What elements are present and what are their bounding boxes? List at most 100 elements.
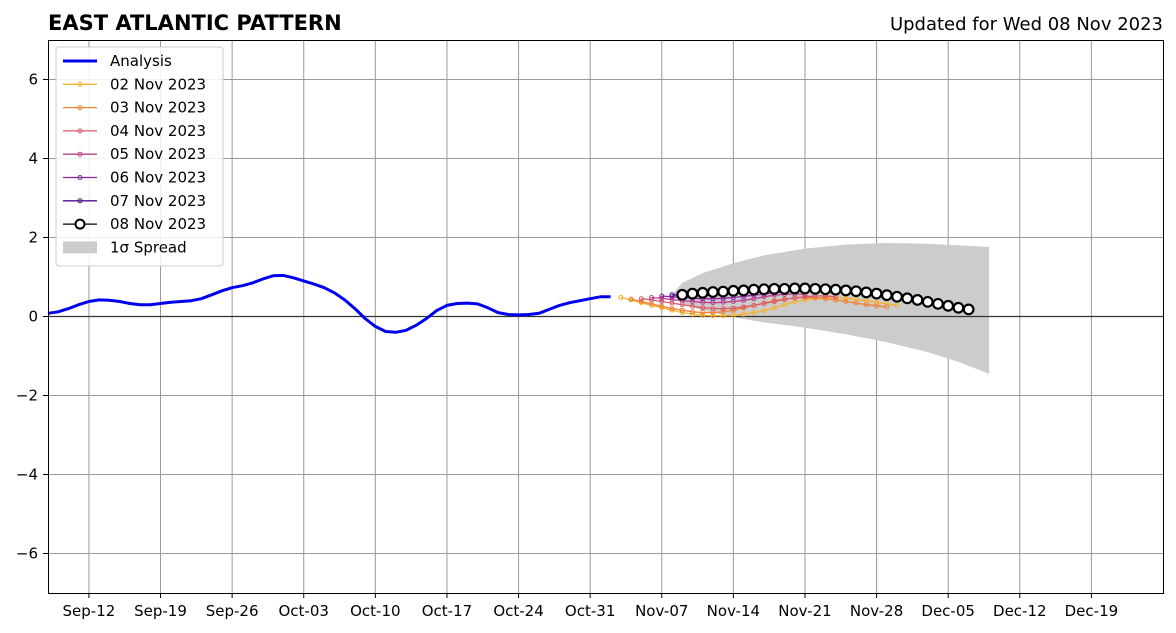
x-tick-label: Nov-28 [850,602,903,620]
legend-label: 03 Nov 2023 [110,99,206,117]
forecast-line-0 [620,296,898,317]
forecast-point [669,297,675,303]
current-forecast-point [860,286,873,299]
forecast-point [710,306,716,312]
legend-label: 06 Nov 2023 [110,169,206,187]
legend-swatch-marker [74,218,86,230]
legend-swatch-marker [77,81,83,87]
current-forecast-point [686,287,699,300]
forecast-line-3 [651,293,806,304]
legend-label: 1σ Spread [110,238,187,256]
forecast-point [689,303,695,309]
analysis-line [47,273,611,334]
forecast-point [659,298,665,304]
current-forecast-point [758,283,770,296]
forecast-point [822,296,828,302]
current-forecast-point [829,283,842,296]
current-forecast-point [942,299,955,312]
y-tick-label: 2 [28,229,38,247]
forecast-point [853,300,859,306]
forecast-point [863,302,869,308]
forecast-point [659,293,665,299]
current-forecast-point [932,297,944,310]
legend-swatch-marker [77,151,83,157]
plot-frame [48,40,1164,594]
y-tick-label: 0 [28,308,38,326]
forecast-point [741,311,747,317]
legend-label: 05 Nov 2023 [110,145,206,163]
legend-label: Analysis [110,52,172,70]
current-forecast-point [891,290,903,303]
current-forecast-point [799,282,811,295]
x-tick-label: Dec-19 [1065,602,1119,620]
current-forecast-point [696,286,709,299]
legend-swatch-marker [77,198,83,204]
current-forecast-point [717,285,730,298]
legend-swatch-marker [77,175,83,180]
current-forecast-point [788,282,801,295]
legend-label: 04 Nov 2023 [110,122,206,140]
forecast-point [669,294,675,300]
forecast-point [628,296,634,302]
forecast-point [730,305,736,311]
forecast-point [833,297,839,303]
legend: Analysis 02 Nov 2023 03 Nov 2023 04 Nov 202… [55,46,224,267]
x-tick-label: Nov-21 [778,602,831,620]
forecast-point [638,298,644,304]
forecast-point [761,308,767,314]
x-tick-label: Sep-19 [134,602,187,620]
forecast-point [782,297,788,303]
current-forecast-point [747,283,760,296]
current-forecast-point [727,284,740,297]
legend-swatch-marker [77,105,83,111]
current-forecast-point [901,292,914,305]
x-tick-label: Oct-31 [565,602,615,620]
current-forecast-point [768,282,781,295]
forecast-point [884,304,890,310]
x-tick-label: Dec-05 [921,602,975,620]
current-forecast-point [911,294,924,306]
current-forecast-point [778,282,791,295]
legend-swatch-marker [77,128,83,134]
forecast-point [659,295,665,301]
legend-label: 02 Nov 2023 [110,75,206,93]
forecast-point [638,296,644,302]
forecast-point [669,292,675,298]
current-forecast-point [737,284,750,297]
forecast-point [618,295,624,301]
x-tick-label: Oct-03 [279,602,329,620]
legend-swatch-spread [63,241,97,254]
current-forecast-point [880,289,893,302]
forecast-point [730,312,736,318]
x-tick-label: Oct-17 [422,602,472,620]
forecast-point [771,305,777,311]
y-tick-label: −4 [16,466,38,484]
y-tick-label: 4 [28,150,38,168]
legend-label: 08 Nov 2023 [110,215,206,233]
legend-label: 07 Nov 2023 [110,192,206,210]
current-forecast-point [850,285,863,298]
y-tick-label: −6 [16,545,38,563]
forecast-point [843,298,849,304]
forecast-point [874,303,880,309]
current-forecast-point [921,295,934,308]
forecast-point [720,306,726,312]
forecast-point [741,304,747,310]
axes: Sep-12 Sep-19 Sep-26 Oct-03 Oct-10 Oct-17 Oct-… [16,71,1118,621]
forecast-point [659,303,665,309]
x-tick-label: Sep-12 [63,602,116,620]
forecast-point [700,312,706,318]
forecast-point [710,313,716,319]
current-forecast-point [819,283,832,296]
forecast-point [761,300,767,306]
chart-title: EAST ATLANTIC PATTERN [48,11,342,35]
forecast-point [782,302,788,308]
forecast-markers [676,282,975,316]
forecast-point [679,307,685,313]
current-forecast-point [809,282,822,295]
forecast-point [669,306,675,312]
legend-box [55,46,224,267]
y-tick-label: 6 [28,71,38,89]
forecast-point [720,309,726,315]
